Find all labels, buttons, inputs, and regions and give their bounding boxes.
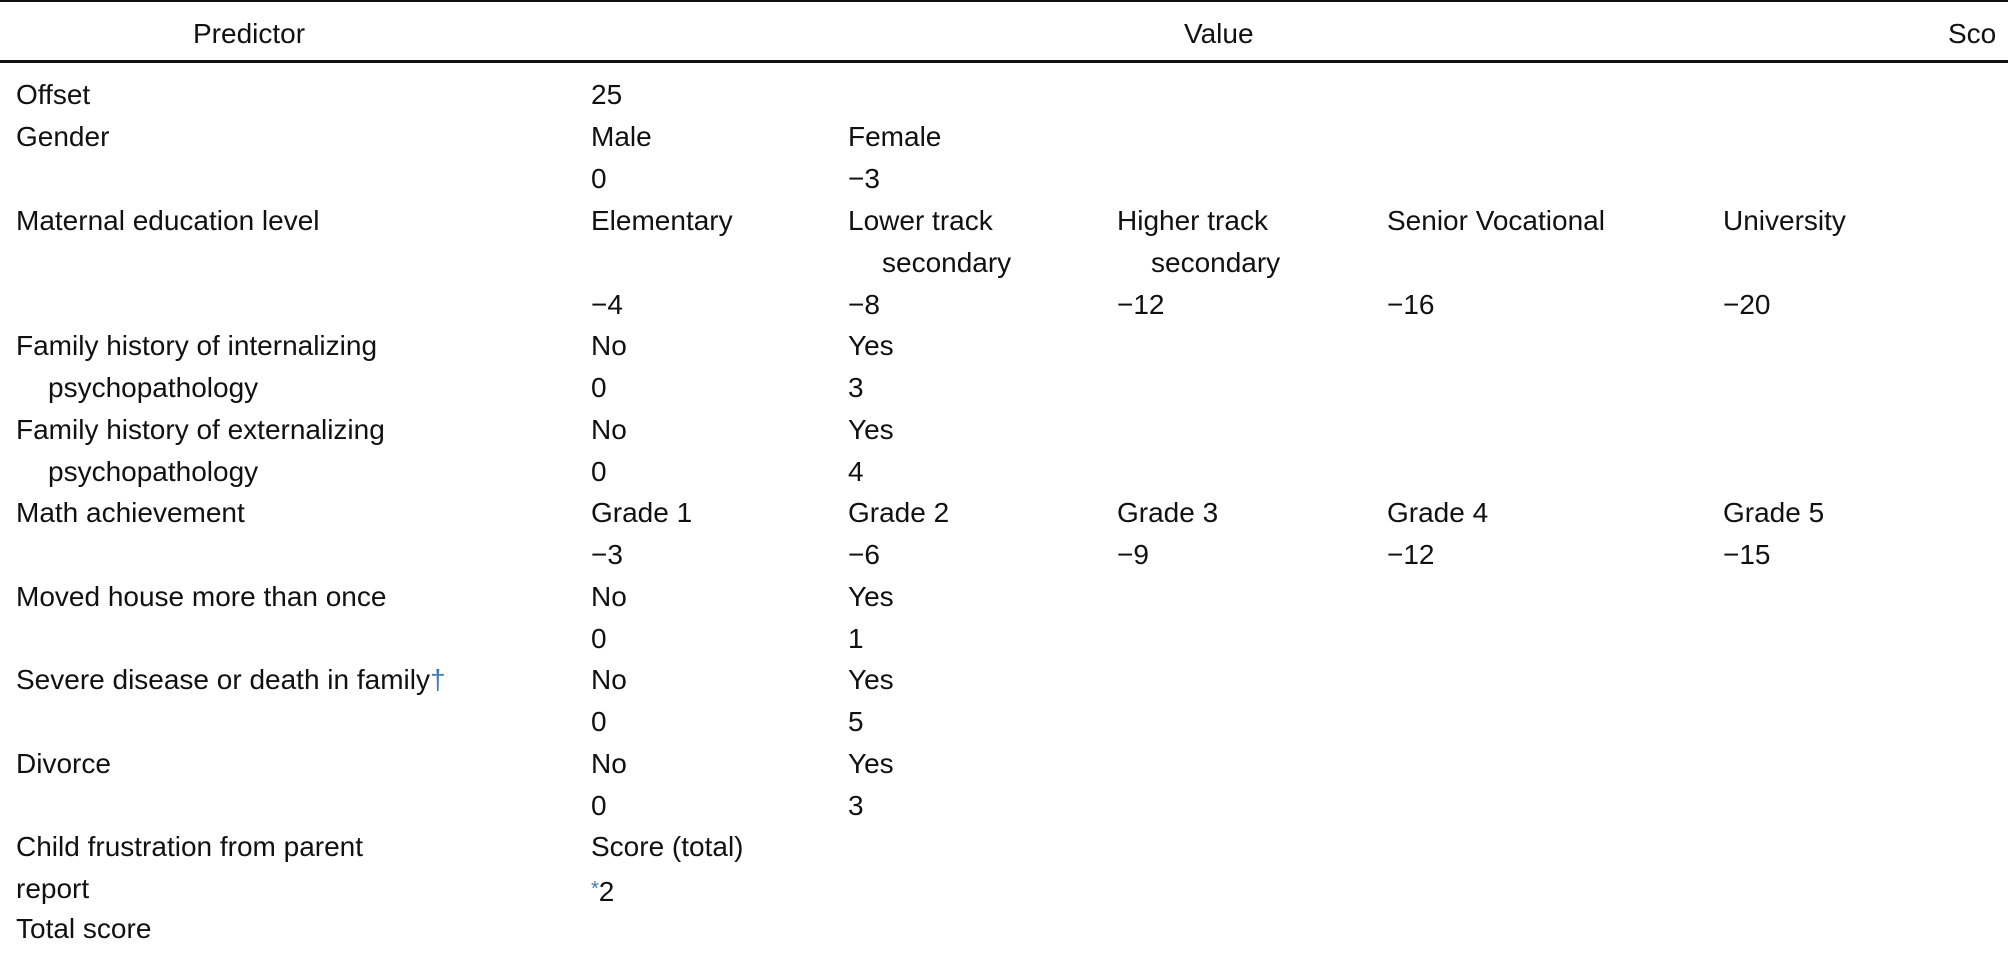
score-cell: 0 xyxy=(591,790,607,821)
predictor-cell-continuation: psychopathology xyxy=(48,372,259,403)
table-row: Offset 25 xyxy=(0,74,2008,116)
score-cell: 3 xyxy=(848,790,864,821)
score-cell: −12 xyxy=(1117,289,1165,320)
predictor-cell-continuation: psychopathology xyxy=(48,456,259,487)
value-cell: 25 xyxy=(591,79,623,110)
value-cell: No xyxy=(591,664,627,695)
table-top-rule xyxy=(0,0,2008,2)
predictor-cell-total: Total score xyxy=(16,913,152,944)
value-cell: Female xyxy=(848,121,942,152)
table-row: psychopathology 0 3 xyxy=(0,367,2008,409)
value-cell: Elementary xyxy=(591,205,733,236)
value-cell: Yes xyxy=(848,330,894,361)
value-cell: Higher track xyxy=(1117,205,1268,236)
score-cell: −3 xyxy=(848,163,880,194)
score-cell: −12 xyxy=(1387,539,1435,570)
score-cell: 5 xyxy=(848,706,864,737)
value-cell: Yes xyxy=(848,664,894,695)
header-score: Sco xyxy=(1948,18,1997,49)
table-row: −4 −8 −12 −16 −20 xyxy=(0,284,2008,326)
table-row: 0 5 xyxy=(0,701,2008,743)
table-row: Gender Male Female xyxy=(0,116,2008,158)
predictor-cell: Family history of externalizing xyxy=(16,414,385,445)
value-cell: Male xyxy=(591,121,652,152)
score-cell: 0 xyxy=(591,163,607,194)
table-row: Total score xyxy=(0,908,2008,950)
table-row: 0 3 xyxy=(0,785,2008,827)
value-cell: No xyxy=(591,330,627,361)
value-cell: Lower track xyxy=(848,205,993,236)
value-cell: No xyxy=(591,748,627,779)
table-row: Family history of externalizing No Yes xyxy=(0,409,2008,451)
value-cell: Senior Vocational xyxy=(1387,205,1605,236)
predictor-cell: Severe disease or death in family† xyxy=(16,659,446,701)
value-cell: Grade 3 xyxy=(1117,497,1219,528)
score-cell: 3 xyxy=(848,372,864,403)
predictor-cell: Family history of internalizing xyxy=(16,330,378,361)
score-cell: 1 xyxy=(848,623,864,654)
value-cell: Grade 2 xyxy=(848,497,950,528)
predictor-cell: Gender xyxy=(16,121,110,152)
score-cell: −15 xyxy=(1723,539,1771,570)
dagger-footnote-link[interactable]: † xyxy=(430,664,446,695)
table-row: Severe disease or death in family† No Ye… xyxy=(0,659,2008,701)
predictor-cell-continuation: report xyxy=(16,873,90,904)
predictor-cell: Offset xyxy=(16,79,91,110)
header-predictor: Predictor xyxy=(193,18,306,49)
predictor-cell: Math achievement xyxy=(16,497,245,528)
value-cell: Grade 1 xyxy=(591,497,693,528)
score-value: 2 xyxy=(598,876,615,907)
score-cell: −4 xyxy=(591,289,623,320)
score-cell: 0 xyxy=(591,706,607,737)
table-row: −3 −6 −9 −12 −15 xyxy=(0,534,2008,576)
value-cell-continuation: secondary xyxy=(882,247,1012,278)
score-cell: −16 xyxy=(1387,289,1435,320)
table-header: Predictor Value Sco xyxy=(0,2,2008,63)
score-cell: *2 xyxy=(591,868,614,913)
score-cell: 0 xyxy=(591,372,607,403)
score-cell: 4 xyxy=(848,456,864,487)
score-cell: −3 xyxy=(591,539,623,570)
table-row: 0 −3 xyxy=(0,158,2008,200)
header-value: Value xyxy=(1184,18,1254,49)
value-cell: Yes xyxy=(848,748,894,779)
value-cell: Grade 4 xyxy=(1387,497,1489,528)
table-row: Math achievement Grade 1 Grade 2 Grade 3… xyxy=(0,492,2008,534)
value-cell: No xyxy=(591,581,627,612)
score-cell: −9 xyxy=(1117,539,1149,570)
table-row: Family history of internalizing No Yes xyxy=(0,325,2008,367)
value-cell: Grade 5 xyxy=(1723,497,1825,528)
predictor-cell: Divorce xyxy=(16,748,111,779)
value-cell: Score (total) xyxy=(591,831,744,862)
predictor-label: Severe disease or death in family xyxy=(16,664,430,695)
score-cell: −20 xyxy=(1723,289,1771,320)
table-row: Moved house more than once No Yes xyxy=(0,576,2008,618)
table-row: Divorce No Yes xyxy=(0,743,2008,785)
asterisk-footnote-link[interactable]: * xyxy=(591,878,599,900)
value-cell: No xyxy=(591,414,627,445)
predictor-cell: Child frustration from parent xyxy=(16,831,364,862)
table-row: secondary secondary xyxy=(0,242,2008,284)
score-cell: −6 xyxy=(848,539,880,570)
value-cell: Yes xyxy=(848,414,894,445)
table-row: report *2 xyxy=(0,868,2008,910)
predictor-cell: Moved house more than once xyxy=(16,581,387,612)
score-cell: −8 xyxy=(848,289,880,320)
value-cell-continuation: secondary xyxy=(1151,247,1281,278)
predictor-cell: Maternal education level xyxy=(16,205,320,236)
value-cell: University xyxy=(1723,205,1846,236)
score-cell: 0 xyxy=(591,456,607,487)
table-row: Maternal education level Elementary Lowe… xyxy=(0,200,2008,242)
value-cell: Yes xyxy=(848,581,894,612)
table-row: 0 1 xyxy=(0,618,2008,660)
table-row: Child frustration from parent Score (tot… xyxy=(0,826,2008,868)
table-row: psychopathology 0 4 xyxy=(0,451,2008,493)
score-cell: 0 xyxy=(591,623,607,654)
